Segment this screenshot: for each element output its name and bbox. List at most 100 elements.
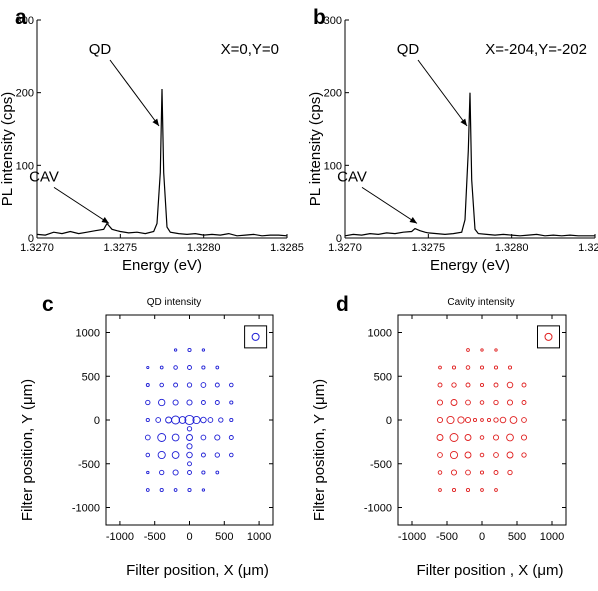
data-point — [486, 417, 492, 423]
y-tick-label: 200 — [16, 88, 34, 100]
data-point — [464, 434, 472, 441]
y-tick-label: 100 — [324, 160, 342, 172]
data-point — [464, 416, 472, 424]
data-point — [521, 452, 527, 458]
data-point — [200, 434, 207, 441]
x-tick-label: -500 — [144, 531, 166, 543]
x-tick-label: -500 — [436, 531, 458, 543]
data-point — [200, 400, 206, 405]
data-point — [506, 433, 514, 442]
y-tick-label: 500 — [374, 371, 392, 383]
annotation-arrow-line — [361, 186, 418, 224]
data-point — [200, 382, 207, 388]
data-point — [186, 426, 193, 432]
x-tick-label: 1000 — [247, 531, 271, 543]
legend-box — [244, 325, 268, 349]
annotation-arrow-line — [109, 59, 160, 127]
data-point — [521, 400, 527, 405]
data-point — [507, 365, 513, 370]
y-tick-label: -500 — [370, 459, 392, 471]
y-tick-label: 300 — [324, 15, 342, 27]
data-point — [186, 443, 193, 450]
y-tick-label: 500 — [82, 371, 100, 383]
data-point — [214, 434, 221, 441]
panel-d: d Cavity intensity-1000 -500 0 500 1000-1000-… — [311, 293, 567, 579]
data-point — [506, 451, 514, 459]
data-point — [187, 487, 192, 493]
data-point — [145, 452, 151, 458]
data-point — [465, 399, 471, 406]
data-point — [465, 382, 471, 388]
data-point — [145, 417, 150, 423]
panel-letter: a — [15, 6, 27, 29]
x-tick-label: -1000 — [398, 531, 426, 543]
data-point — [157, 433, 167, 442]
data-point — [155, 417, 162, 423]
data-point — [438, 488, 442, 492]
data-point — [451, 487, 457, 493]
y-tick-label: 1000 — [76, 328, 100, 340]
data-point — [521, 417, 527, 423]
data-point — [192, 415, 201, 425]
data-point — [200, 452, 206, 458]
spectrum-line — [36, 88, 288, 237]
x-tick-label: 1.3270 — [20, 242, 54, 254]
data-point — [494, 348, 498, 352]
data-point — [229, 417, 234, 423]
data-point — [173, 348, 178, 352]
y-axis-label: PL intensity (cps) — [307, 92, 324, 207]
panel-letter: b — [313, 6, 326, 29]
annotation-arrow-line — [53, 186, 110, 224]
data-point — [479, 452, 485, 458]
data-point — [159, 487, 164, 493]
annotation-arrowhead — [460, 118, 467, 126]
y-axis-label: Filter position, Y (μm) — [311, 379, 328, 521]
data-point — [144, 434, 151, 441]
data-point — [145, 488, 150, 492]
data-point — [438, 365, 442, 370]
data-point — [436, 434, 444, 441]
data-point — [479, 382, 485, 388]
y-tick-label: 300 — [16, 15, 34, 27]
legend-box — [537, 325, 560, 349]
data-point — [446, 415, 455, 425]
x-axis-label: Filter position, X (μm) — [126, 562, 269, 579]
data-point — [165, 416, 173, 424]
annotation-arrowhead — [101, 217, 109, 224]
data-point — [521, 382, 527, 388]
panel-letter: c — [42, 293, 54, 316]
data-point — [493, 399, 499, 406]
annotation-arrow-line — [417, 59, 468, 127]
data-point — [173, 382, 179, 388]
data-point — [493, 382, 499, 388]
x-axis-label: Energy (eV) — [430, 257, 510, 274]
position-label: X=-204,Y=-202 — [485, 41, 587, 58]
data-point — [465, 487, 471, 493]
chart-title: Cavity intensity — [447, 297, 514, 308]
data-point — [201, 470, 206, 475]
data-point — [472, 417, 478, 423]
y-tick-label: 1000 — [368, 328, 392, 340]
data-point — [506, 399, 514, 406]
y-tick-label: -1000 — [72, 503, 100, 515]
annotation-arrowhead — [152, 118, 159, 126]
x-tick-label: 0 — [186, 531, 192, 543]
data-point — [214, 382, 220, 388]
data-point — [480, 488, 484, 492]
data-point — [229, 452, 234, 458]
data-point — [186, 434, 193, 441]
annotation-cav: CAV — [29, 168, 59, 185]
data-point — [201, 488, 206, 492]
data-point — [493, 452, 499, 458]
panel-b: b 1.3270 1.3275 1.3280 1.3285 0 100 200 300 Energ… — [307, 6, 598, 274]
y-tick-label: 0 — [386, 415, 392, 427]
data-point — [187, 461, 192, 467]
data-point — [146, 470, 150, 475]
data-point — [479, 435, 485, 440]
x-tick-label: -1000 — [106, 531, 134, 543]
plot-frame — [105, 314, 274, 526]
x-tick-label: 1.3285 — [270, 242, 304, 254]
data-point — [172, 399, 179, 406]
data-point — [201, 365, 206, 370]
